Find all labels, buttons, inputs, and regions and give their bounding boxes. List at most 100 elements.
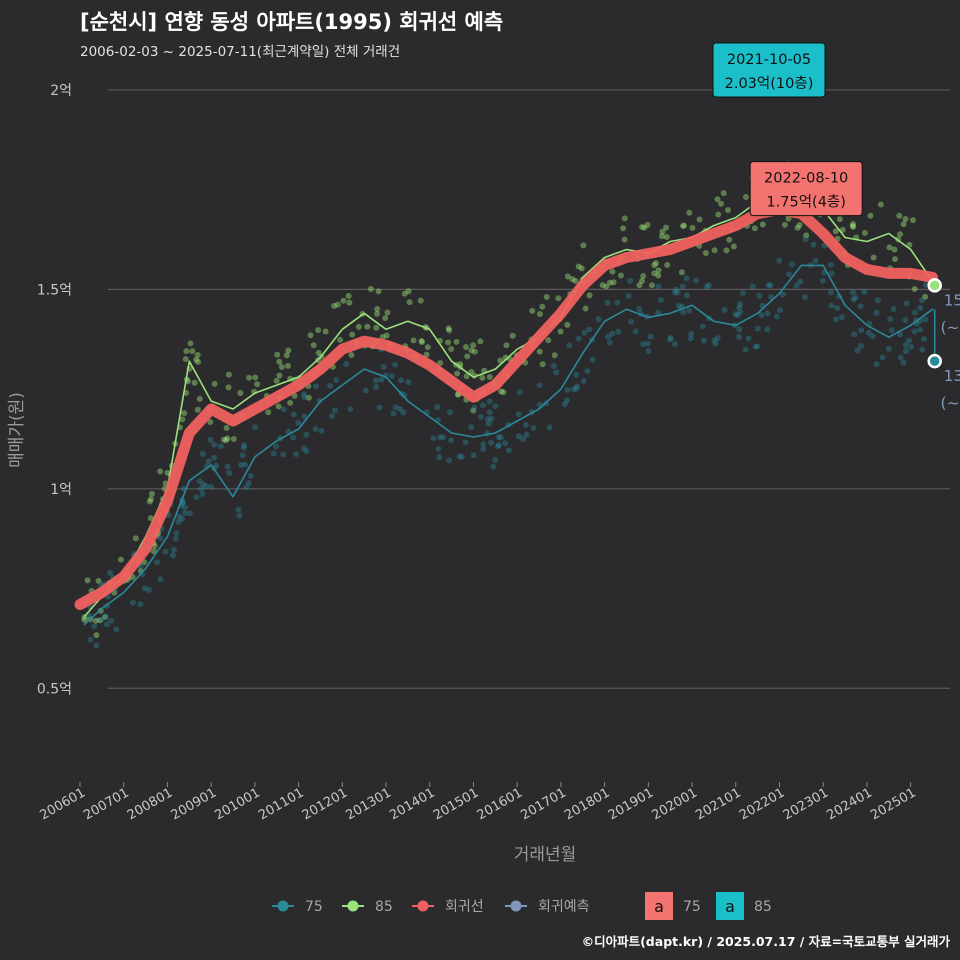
trade-dot [437, 360, 444, 367]
trade-dot [877, 201, 884, 208]
trade-dot [468, 347, 475, 354]
trade-dot [202, 483, 209, 490]
legend-box-item: a 75 [645, 892, 701, 920]
prediction-area: (~75㎡) [941, 394, 960, 412]
trade-dot [681, 222, 688, 229]
trade-dot [561, 401, 568, 408]
trade-dot [896, 212, 903, 219]
trade-dot [486, 373, 493, 380]
x-tick-label: 200801 [125, 785, 175, 823]
trade-dot [480, 446, 487, 453]
legend-box-glyph: a [654, 897, 664, 916]
legend-label: 회귀예측 [538, 899, 590, 915]
trade-dot [739, 289, 746, 296]
trade-dot [736, 333, 743, 340]
trade-dot [246, 374, 253, 381]
x-axis-title: 거래년월 [514, 845, 577, 865]
trade-dot [615, 328, 622, 335]
trade-dot [463, 373, 470, 380]
trade-dot [754, 325, 761, 332]
trade-dot [129, 599, 136, 606]
trade-dot [91, 623, 98, 630]
trade-dot [392, 361, 399, 368]
trade-dot [102, 614, 109, 621]
trade-dot [680, 309, 687, 316]
x-tick-label: 202101 [693, 785, 743, 823]
trade-dot [887, 316, 894, 323]
label-price: 1.75억(4층) [766, 194, 846, 211]
trade-dot [575, 335, 582, 342]
trade-dot [252, 374, 259, 381]
trade-dot [223, 437, 230, 444]
x-tick-label: 202001 [650, 785, 700, 823]
trade-dot [495, 442, 502, 449]
x-tick-label: 202301 [781, 785, 831, 823]
trade-dot [189, 348, 196, 355]
trade-dot [182, 356, 189, 363]
trade-dot [776, 307, 783, 314]
trade-dot [693, 277, 700, 284]
trade-dot [849, 222, 856, 229]
trade-dot [725, 207, 732, 214]
trade-dot [254, 381, 261, 388]
trade-dot [141, 585, 148, 592]
trade-dot [573, 385, 580, 392]
trade-dot [471, 404, 478, 411]
trade-dot [117, 556, 124, 563]
trade-dot [754, 343, 761, 350]
trade-dot [196, 478, 203, 485]
trade-dot [620, 225, 627, 232]
trade-dot [802, 294, 809, 301]
trade-dot [667, 334, 674, 341]
trade-dot [276, 372, 283, 379]
trade-dot [555, 295, 562, 302]
trade-dot [315, 327, 322, 334]
trade-dot [211, 454, 218, 461]
trade-dot [625, 292, 632, 299]
trade-dot [828, 302, 835, 309]
trade-dot [675, 303, 682, 310]
trade-dot [477, 338, 484, 345]
trade-dot [734, 312, 741, 319]
x-tick-label: 201201 [300, 785, 350, 823]
trade-dot [276, 358, 283, 365]
trade-dot [486, 398, 493, 405]
trade-dot [132, 535, 139, 542]
trade-dot [153, 559, 160, 566]
trade-dot [891, 256, 898, 263]
y-tick-label: 2억 [50, 83, 72, 99]
trade-dot [742, 194, 749, 201]
trade-dot [714, 196, 721, 203]
trade-dot [610, 279, 617, 286]
trade-dot [605, 333, 612, 340]
x-tick-label: 200901 [169, 785, 219, 823]
trade-dot [509, 332, 516, 339]
trade-dot [566, 342, 573, 349]
trade-dot [237, 389, 244, 396]
trade-dot [186, 510, 193, 517]
trade-dot [485, 420, 492, 427]
trade-dot [764, 326, 771, 333]
trade-dot [902, 317, 909, 324]
trade-dot [343, 361, 350, 368]
trade-dot [178, 515, 185, 522]
trade-dot [113, 626, 120, 633]
trade-dot [922, 316, 929, 323]
trade-dot [468, 424, 475, 431]
trade-dot [718, 200, 725, 207]
legend-box-label: 85 [754, 899, 772, 915]
trade-dot [310, 342, 317, 349]
trade-dot [176, 513, 183, 520]
trade-dot [148, 496, 155, 503]
trade-dot [896, 231, 903, 238]
trade-dot [655, 309, 662, 316]
trade-dot [181, 410, 188, 417]
trade-dot [910, 217, 917, 224]
trade-dot [245, 480, 252, 487]
trade-dot [580, 242, 587, 249]
trade-dot [107, 569, 114, 576]
trade-dot [614, 299, 621, 306]
trade-dot [867, 212, 874, 219]
trade-dot [659, 228, 666, 235]
trade-dot [274, 351, 281, 358]
